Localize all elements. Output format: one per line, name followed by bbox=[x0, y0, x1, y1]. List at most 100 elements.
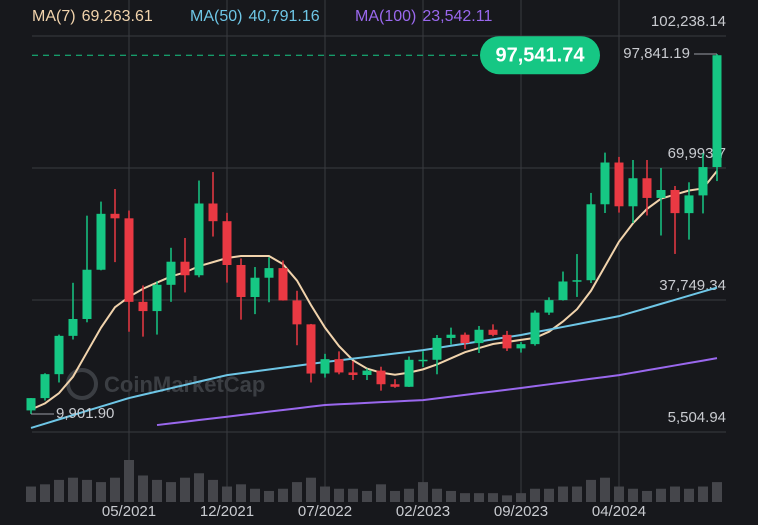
volume-bar bbox=[404, 488, 414, 502]
candle-body bbox=[110, 213, 120, 219]
candle-body bbox=[614, 162, 624, 207]
volume-bar bbox=[138, 475, 148, 502]
volume-bar bbox=[54, 479, 64, 502]
candle-body bbox=[264, 268, 274, 278]
volume-bar bbox=[446, 490, 456, 502]
candle-body bbox=[586, 204, 596, 281]
volume-bar bbox=[26, 486, 36, 502]
volume-bar bbox=[208, 479, 218, 502]
legend-entry: MA(50) 40,791.16 bbox=[190, 8, 320, 25]
x-tick-label: 02/2023 bbox=[396, 503, 450, 520]
current-price-pill bbox=[480, 36, 600, 75]
y-tick-label: 69,993.7 bbox=[668, 145, 726, 162]
x-tick-label: 05/2021 bbox=[102, 503, 156, 520]
low-marker-label: 9,901.90 bbox=[56, 405, 114, 422]
volume-bar bbox=[194, 473, 204, 502]
y-tick-label: 5,504.94 bbox=[668, 409, 726, 426]
candle-body bbox=[124, 218, 134, 302]
candle-body bbox=[250, 277, 260, 298]
candle-body bbox=[376, 370, 386, 385]
volume-bar bbox=[502, 495, 512, 502]
volume-bar bbox=[600, 477, 610, 502]
ma-line bbox=[156, 357, 718, 427]
x-tick-label: 04/2024 bbox=[592, 503, 646, 520]
volume-bar bbox=[236, 484, 246, 502]
ma-line bbox=[30, 286, 718, 429]
volume-bar bbox=[348, 488, 358, 502]
candle-body bbox=[152, 284, 162, 312]
candle-body bbox=[432, 337, 442, 360]
candle-body bbox=[530, 312, 540, 345]
candle-body bbox=[222, 221, 232, 265]
x-tick-label: 07/2022 bbox=[298, 503, 352, 520]
candle-body bbox=[390, 384, 400, 387]
volume-bar bbox=[306, 477, 316, 502]
candle-body bbox=[40, 374, 50, 399]
volume-bar bbox=[376, 484, 386, 502]
volume-bar bbox=[642, 490, 652, 502]
candle-body bbox=[642, 178, 652, 198]
candle-body bbox=[26, 398, 36, 411]
candle-body bbox=[362, 370, 372, 375]
high-marker-label: 97,841.19 bbox=[623, 45, 690, 62]
candle-body bbox=[446, 334, 456, 338]
volume-bar bbox=[180, 477, 190, 502]
legend-entry: MA(7) 69,263.61 bbox=[32, 8, 153, 25]
candle-body bbox=[236, 264, 246, 298]
watermark: CoinMarketCap bbox=[66, 368, 265, 400]
y-tick-label: 37,749.34 bbox=[659, 277, 726, 294]
candle-body bbox=[544, 300, 554, 313]
candle-body bbox=[558, 281, 568, 301]
candle-body bbox=[670, 189, 680, 214]
candle-body bbox=[348, 372, 358, 375]
volume-bar bbox=[250, 488, 260, 502]
candle-body bbox=[292, 300, 302, 325]
volume-bar bbox=[264, 490, 274, 502]
candle-body bbox=[180, 261, 190, 276]
candle-body bbox=[138, 301, 148, 312]
candle-body bbox=[460, 334, 470, 344]
volume-bar bbox=[110, 477, 120, 502]
ma-line bbox=[30, 170, 718, 411]
volume-bar bbox=[530, 488, 540, 502]
volume-bar bbox=[278, 488, 288, 502]
x-tick-label: 09/2023 bbox=[494, 503, 548, 520]
candle-body bbox=[502, 334, 512, 349]
candle-body bbox=[278, 268, 288, 301]
candle-body bbox=[54, 335, 64, 375]
volume-bar bbox=[82, 479, 92, 502]
candle-body bbox=[306, 324, 316, 374]
volume-bar bbox=[558, 486, 568, 502]
candle-body bbox=[404, 359, 414, 387]
volume-bar bbox=[124, 460, 134, 502]
volume-bar bbox=[586, 479, 596, 502]
candle-body bbox=[418, 359, 428, 362]
volume-bar bbox=[432, 488, 442, 502]
candle-body bbox=[684, 195, 694, 214]
candle-body bbox=[208, 203, 218, 222]
candle-body bbox=[656, 189, 666, 198]
volume-bar bbox=[614, 486, 624, 502]
candle-body bbox=[194, 203, 204, 276]
legend-value: 40,791.16 bbox=[248, 8, 319, 25]
candle-body bbox=[96, 213, 106, 270]
candle-body bbox=[488, 329, 498, 335]
legend-entry: MA(100) 23,542.11 bbox=[355, 8, 492, 25]
candle-body bbox=[712, 55, 722, 168]
volume-bar bbox=[698, 486, 708, 502]
candle-body bbox=[320, 359, 330, 374]
volume-bar bbox=[628, 488, 638, 502]
volume-bar bbox=[670, 486, 680, 502]
candle-body bbox=[474, 329, 484, 344]
volume-bar bbox=[684, 488, 694, 502]
current-price-label: 97,541.74 bbox=[496, 44, 586, 66]
volume-bar bbox=[712, 482, 722, 502]
legend-value: 23,542.11 bbox=[422, 8, 492, 25]
candle-body bbox=[628, 178, 638, 207]
y-tick-label: 102,238.14 bbox=[651, 13, 726, 30]
candle-body bbox=[516, 344, 526, 349]
volume-bar bbox=[488, 493, 498, 502]
volume-bar bbox=[40, 484, 50, 502]
